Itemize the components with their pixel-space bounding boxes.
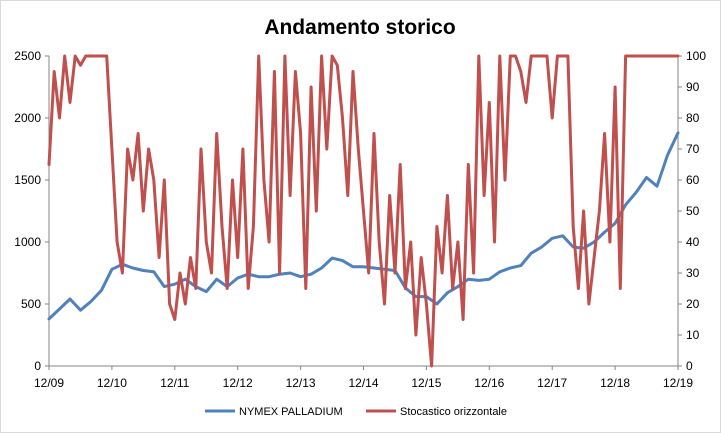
x-tick-label: 12/11: [160, 376, 189, 390]
legend: NYMEX PALLADIUM Stocastico orizzontale: [205, 406, 507, 418]
x-tick-label: 12/10: [97, 376, 127, 390]
x-tick-label: 12/18: [600, 376, 630, 390]
x-tick-label: 12/19: [663, 376, 693, 390]
x-tick-label: 12/13: [286, 376, 316, 390]
legend-label-nymex-palladium: NYMEX PALLADIUM: [239, 406, 343, 418]
y-right-tick-label: 90: [686, 80, 700, 94]
y-left-tick-label: 1500: [14, 173, 41, 187]
y-left-tick-label: 500: [21, 297, 41, 311]
x-tick-label: 12/17: [537, 376, 567, 390]
x-tick-label: 12/16: [474, 376, 504, 390]
y-right-tick-label: 30: [686, 266, 700, 280]
y-right-tick-label: 100: [686, 49, 706, 63]
y-right-tick-label: 80: [686, 111, 700, 125]
y-right-tick-label: 70: [686, 142, 700, 156]
x-tick-label: 12/14: [348, 376, 378, 390]
y-right-tick-label: 20: [686, 297, 700, 311]
axes: 0 500 1000 1500 2000 2500 0 10 20 30 40 50 60 70 80 90 1…: [14, 49, 706, 390]
y-right-tick-label: 60: [686, 173, 700, 187]
series-group: [47, 54, 680, 368]
y-right-tick-label: 10: [686, 328, 700, 342]
series-line-stocastico-orizzontale: [47, 54, 680, 368]
x-tick-label: 12/15: [411, 376, 441, 390]
y-left-tick-label: 0: [34, 359, 41, 373]
chart-title: Andamento storico: [264, 16, 455, 39]
series-line-nymex-palladium: [47, 131, 680, 321]
y-right-tick-label: 50: [686, 204, 700, 218]
legend-label-stocastico-orizzontale: Stocastico orizzontale: [400, 406, 507, 418]
x-tick-label: 12/12: [223, 376, 253, 390]
y-right-tick-label: 40: [686, 235, 700, 249]
y-left-tick-label: 1000: [14, 235, 41, 249]
y-right-tick-label: 0: [686, 359, 693, 373]
x-tick-label: 12/09: [34, 376, 64, 390]
y-left-tick-label: 2000: [14, 111, 41, 125]
y-left-tick-label: 2500: [14, 49, 41, 63]
